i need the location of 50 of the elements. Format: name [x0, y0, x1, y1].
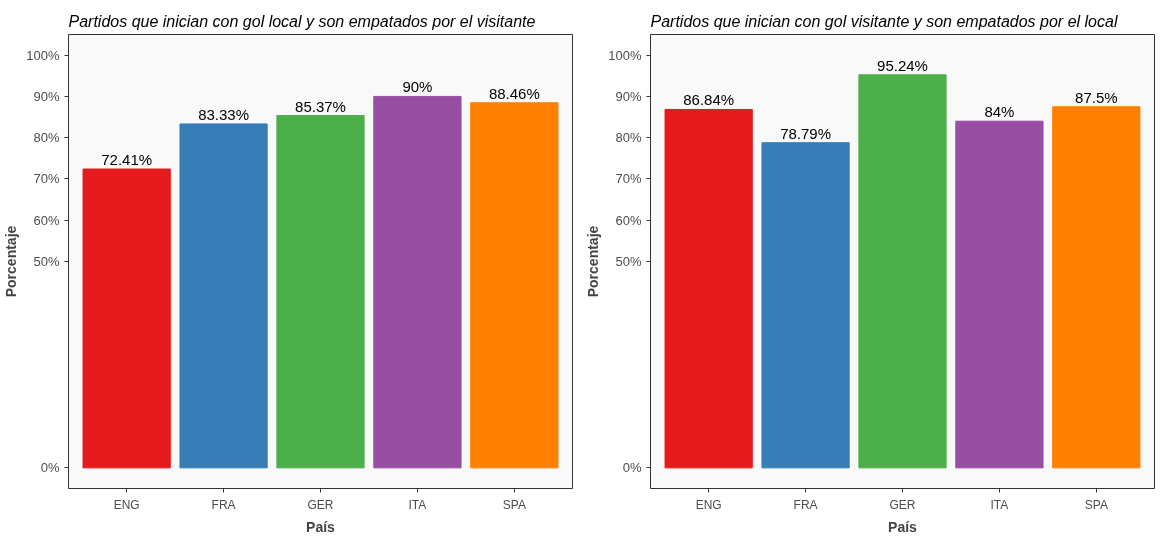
bar: [179, 123, 268, 469]
x-tick-label: ITA: [408, 497, 427, 512]
bar: [664, 108, 753, 469]
x-tick-label: GER: [307, 497, 334, 512]
x-tick-label: SPA: [502, 497, 526, 512]
data-label: 86.84%: [683, 91, 735, 109]
chart-title: Partidos que inician con gol visitante y son empatados por el local: [650, 12, 1118, 30]
x-axis-title: País: [888, 518, 918, 535]
y-tick-label: 60%: [33, 212, 60, 228]
y-tick-label: 0%: [40, 460, 60, 476]
bar: [373, 95, 462, 469]
y-tick-label: 100%: [26, 47, 60, 63]
y-axis-title: Porcentaje: [585, 225, 602, 298]
x-tick-label: FRA: [793, 497, 818, 512]
bar: [858, 74, 947, 469]
data-label: 95.24%: [877, 56, 928, 74]
y-tick-label: 60%: [615, 212, 642, 228]
x-tick-label: GER: [889, 497, 916, 512]
y-tick-label: 50%: [615, 254, 642, 269]
bar: [82, 168, 171, 469]
x-tick-label: FRA: [211, 497, 236, 512]
data-label: 88.46%: [488, 84, 540, 102]
data-label: 78.79%: [780, 124, 832, 142]
y-tick-label: 100%: [608, 47, 642, 63]
x-axis-title: País: [306, 518, 336, 535]
chart-title: Partidos que inician con gol local y son empatados por el visitante: [68, 12, 536, 30]
y-tick-label: 80%: [615, 130, 642, 146]
bar: [1052, 106, 1141, 469]
y-axis-title: Porcentaje: [3, 225, 20, 298]
bar: [955, 120, 1044, 469]
data-label: 87.5%: [1075, 88, 1118, 106]
y-tick-label: 90%: [33, 88, 60, 104]
x-tick-label: ITA: [990, 497, 1009, 512]
y-tick-label: 80%: [33, 130, 60, 146]
y-tick-label: 70%: [615, 171, 642, 187]
data-label: 84%: [984, 103, 1015, 121]
bar: [761, 142, 850, 469]
y-tick-label: 90%: [615, 88, 642, 104]
y-tick-label: 70%: [33, 171, 60, 187]
y-tick-label: 50%: [33, 254, 60, 269]
y-tick-label: 0%: [622, 460, 642, 476]
data-label: 83.33%: [198, 105, 250, 123]
x-tick-label: ENG: [695, 497, 722, 512]
x-tick-label: SPA: [1084, 497, 1108, 512]
x-tick-label: ENG: [113, 497, 140, 512]
data-label: 85.37%: [295, 97, 346, 115]
data-label: 72.41%: [101, 151, 153, 169]
bar: [470, 102, 559, 469]
bar: [276, 115, 365, 469]
data-label: 90%: [402, 78, 433, 96]
